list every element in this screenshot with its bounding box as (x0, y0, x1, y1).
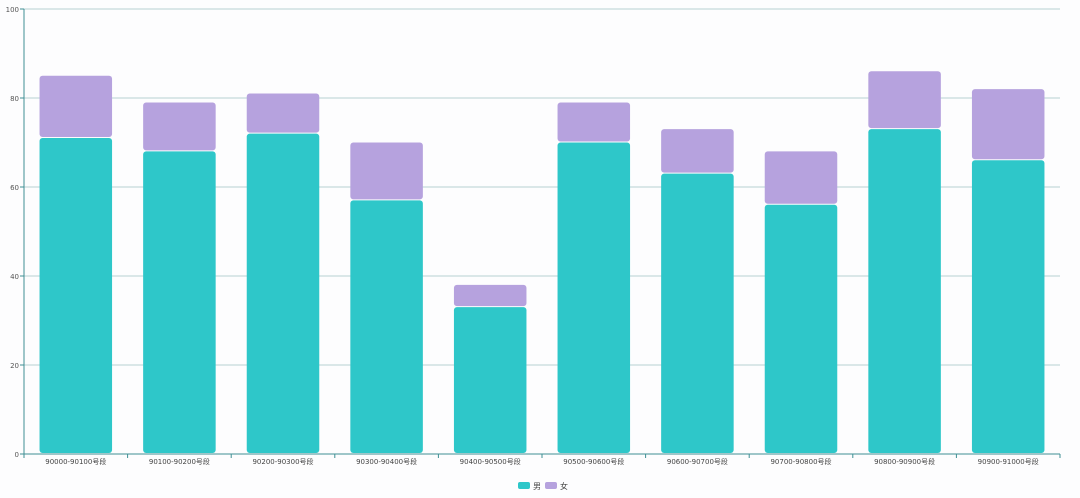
y-tick-label: 60 (10, 184, 19, 192)
legend-label: 女 (560, 481, 568, 491)
bars (39, 71, 1045, 454)
bar-female (39, 75, 113, 138)
bar-female (971, 89, 1045, 160)
bar-male (246, 133, 320, 453)
bar-male (143, 151, 216, 453)
bar-male (39, 138, 113, 454)
bar-male (453, 307, 527, 453)
x-tick-label: 90500-90600号段 (563, 457, 624, 466)
bar-male (557, 142, 631, 453)
y-tick-label: 0 (15, 451, 19, 459)
bar-female (350, 142, 423, 200)
legend-swatch-female (545, 482, 557, 489)
y-tick-label: 40 (10, 273, 19, 281)
bar-female (143, 102, 216, 151)
y-tick-label: 100 (6, 6, 19, 14)
x-tick-label: 90100-90200号段 (149, 457, 210, 466)
bar-male (350, 200, 423, 453)
x-tick-label: 90300-90400号段 (356, 457, 417, 466)
legend-label: 男 (533, 482, 541, 491)
y-axis: 0 20 40 60 80 100 (6, 6, 25, 459)
bar-female (453, 284, 527, 307)
x-tick-label: 90800-90900号段 (874, 457, 935, 466)
x-tick-label: 90400-90500号段 (460, 457, 521, 466)
bar-male (661, 173, 734, 453)
x-tick-label: 90000-90100号段 (45, 457, 106, 466)
bar-male (971, 160, 1045, 454)
x-tick-label: 90700-90800号段 (770, 457, 831, 466)
legend: 男女 (518, 481, 568, 491)
legend-swatch-male (518, 482, 530, 489)
bar-female (661, 129, 734, 173)
y-tick-label: 20 (10, 362, 19, 370)
x-tick-label: 90200-90300号段 (252, 457, 313, 466)
bar-male (764, 204, 838, 453)
bar-female (764, 151, 838, 204)
x-tick-label: 90600-90700号段 (667, 457, 728, 466)
bar-male (868, 129, 941, 453)
bar-female (557, 102, 631, 142)
bar-female (868, 71, 941, 129)
bar-female (246, 93, 320, 133)
y-tick-label: 80 (10, 95, 19, 103)
x-tick-label: 90900-91000号段 (978, 457, 1039, 466)
x-axis: 90000-90100号段 90100-90200号段 90200-90300号段 9… (23, 453, 1061, 466)
